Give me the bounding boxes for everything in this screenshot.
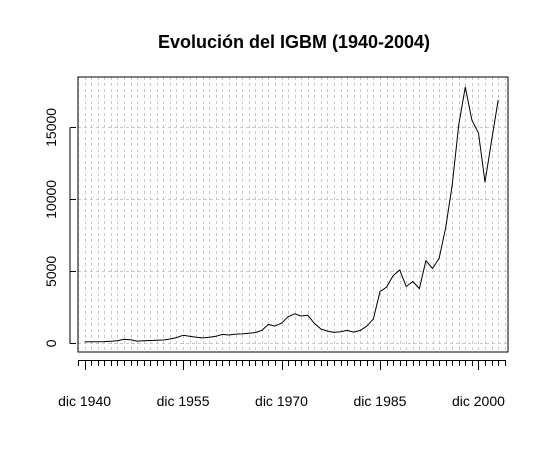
x-tick-label: dic 1940 — [58, 393, 111, 409]
y-tick-label: 10000 — [43, 180, 59, 219]
chart-title: Evolución del IGBM (1940-2004) — [158, 32, 430, 52]
series-layer — [84, 86, 499, 343]
x-tick-label: dic 1955 — [157, 393, 210, 409]
y-axis: 0 5000 10000 15000 — [43, 108, 76, 347]
y-tick-label: 5000 — [43, 256, 59, 287]
grid-lines — [78, 77, 508, 352]
x-tick-label: dic 2000 — [452, 393, 505, 409]
y-tick-label: 15000 — [43, 108, 59, 147]
plot-frame — [77, 76, 509, 353]
x-tick-label: dic 1970 — [255, 393, 308, 409]
series-line-0 — [84, 86, 499, 343]
x-tick-label: dic 1985 — [354, 393, 407, 409]
x-axis: dic 1940 dic 1955 dic 1970 dic 1985 dic 2000 — [58, 360, 506, 409]
y-tick-label: 0 — [43, 339, 59, 347]
